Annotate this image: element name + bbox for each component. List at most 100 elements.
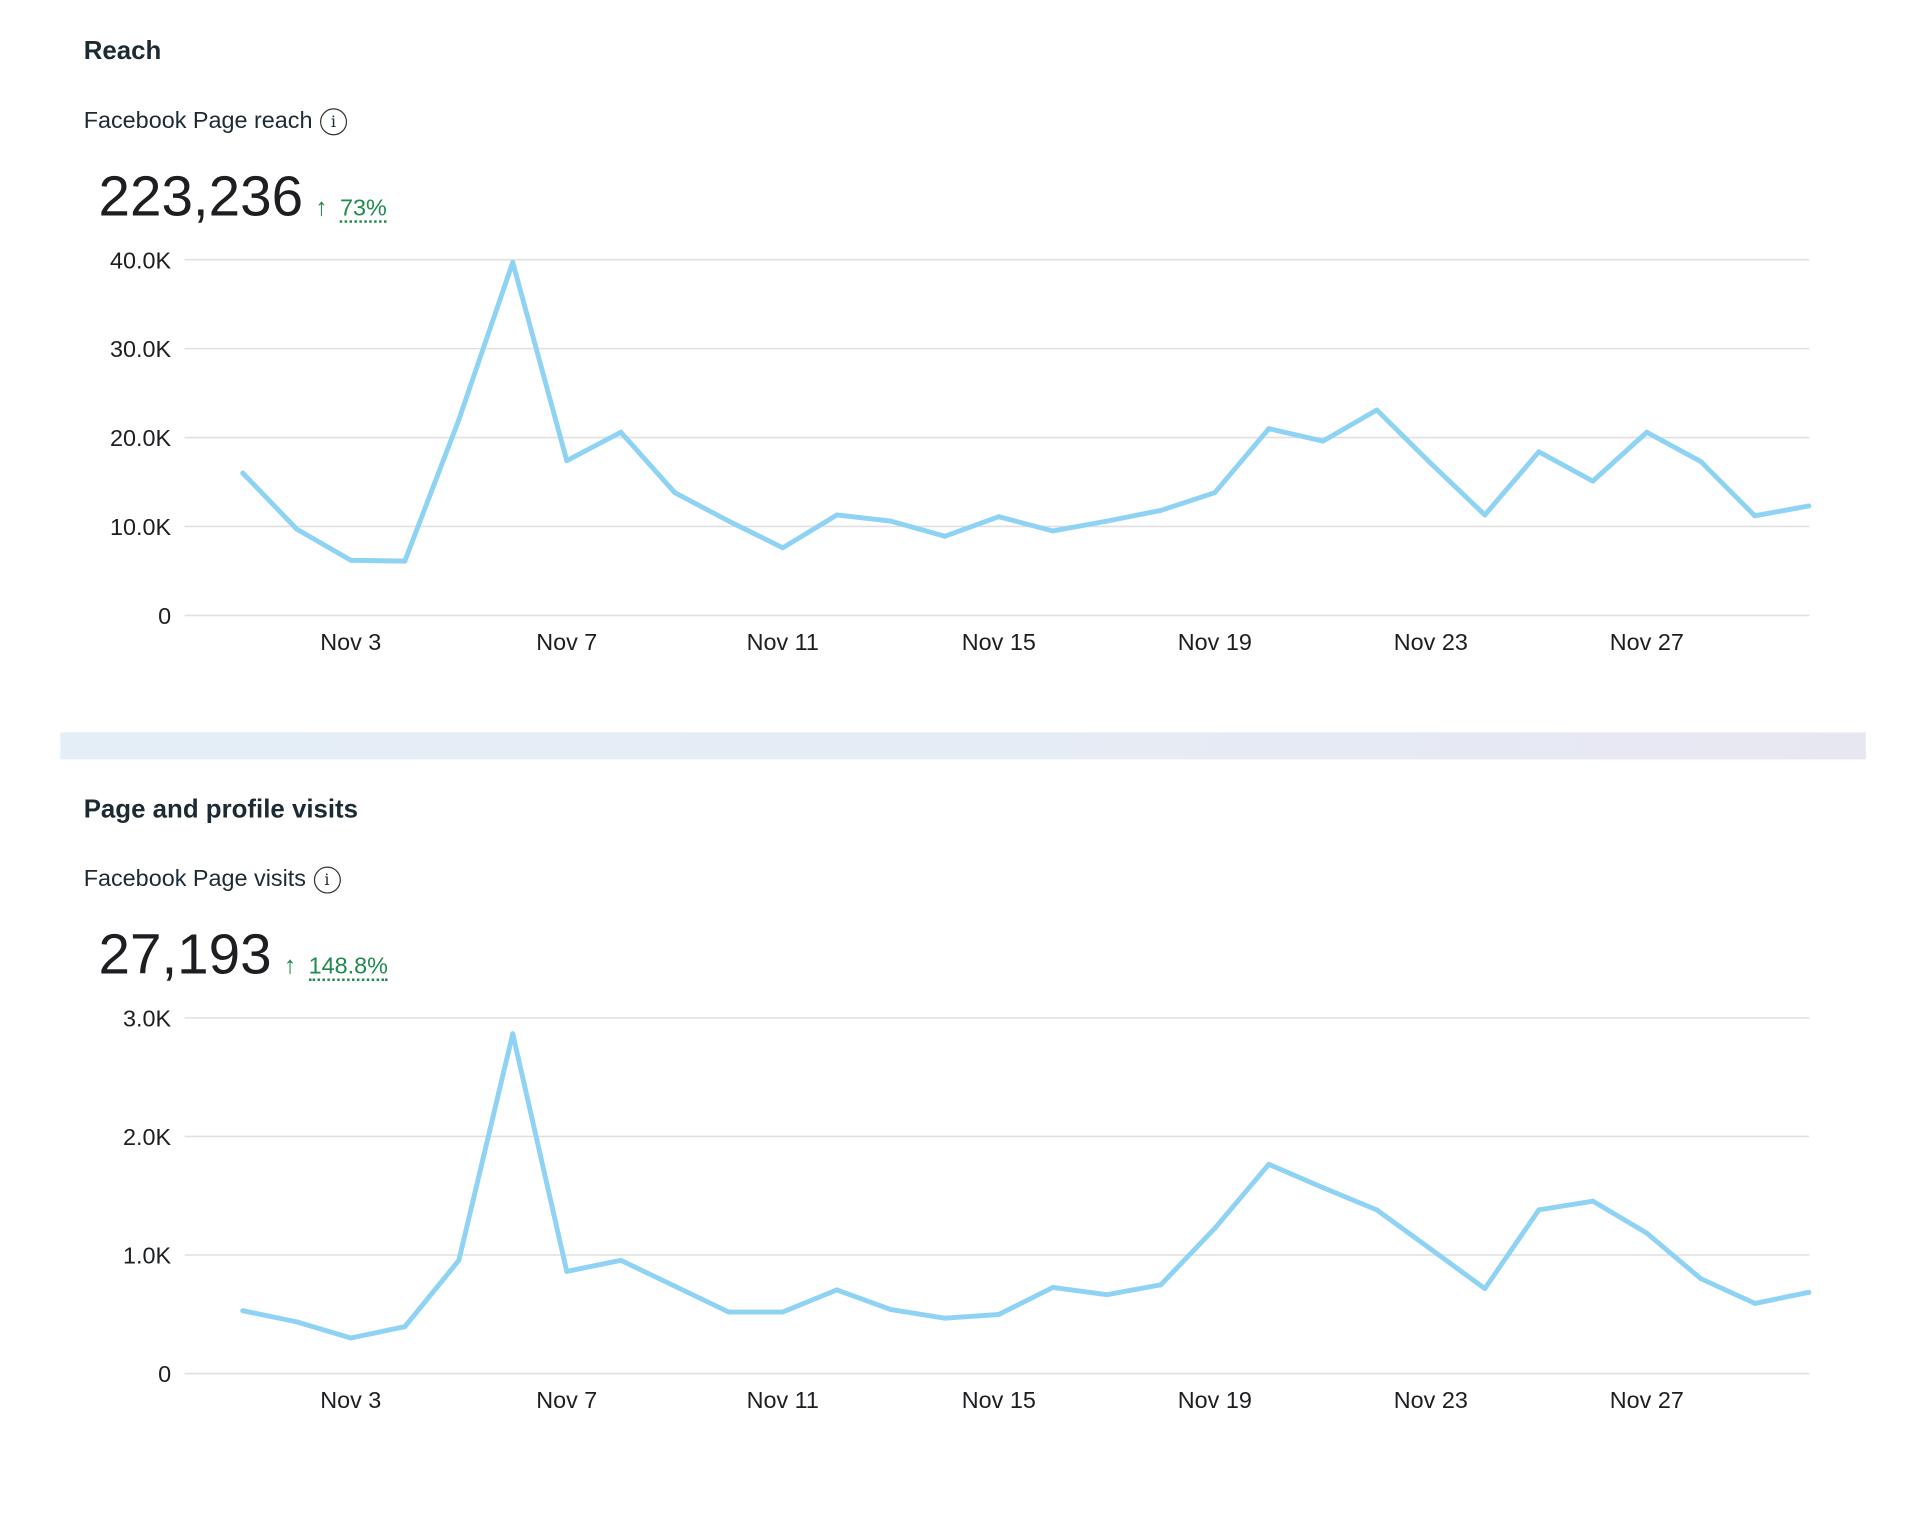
- visits-total-value: 27,193: [98, 921, 272, 986]
- data-point: [1374, 407, 1380, 413]
- data-point: [1428, 1246, 1434, 1252]
- metric-label-text: Facebook Page reach: [83, 108, 313, 135]
- data-point: [564, 458, 570, 464]
- visits-change[interactable]: 148.8%: [308, 953, 388, 981]
- data-point: [1482, 512, 1488, 518]
- reach-change[interactable]: 73%: [340, 195, 387, 223]
- reach-chart: 0 10.0K 20.0K 30.0K 40.0K Nov 3 Nov 7 Nov 11 Nov…: [110, 247, 1812, 655]
- section-title-visits: Page and profile visits: [83, 795, 359, 824]
- y-tick-label: 0: [158, 603, 171, 629]
- data-point: [942, 533, 948, 539]
- data-point: [510, 1031, 516, 1037]
- data-point: [348, 557, 354, 563]
- data-point: [726, 518, 732, 524]
- data-point: [618, 1257, 624, 1263]
- data-point: [1752, 1300, 1758, 1306]
- x-tick-label: Nov 19: [1178, 1387, 1252, 1413]
- info-icon[interactable]: i: [319, 108, 347, 136]
- x-tick-label: Nov 23: [1394, 1387, 1468, 1413]
- data-point: [996, 514, 1002, 520]
- data-point: [780, 545, 786, 551]
- data-point: [348, 1335, 354, 1341]
- section-divider: [60, 732, 1866, 760]
- data-point: [240, 470, 246, 476]
- data-point: [1482, 1286, 1488, 1292]
- arrow-up-icon: ↑: [283, 952, 297, 980]
- data-point: [564, 1268, 570, 1274]
- data-point: [726, 1309, 732, 1315]
- data-point: [294, 1319, 300, 1325]
- info-icon[interactable]: i: [313, 866, 341, 894]
- arrow-up-icon: ↑: [315, 194, 328, 222]
- data-point: [1644, 429, 1650, 435]
- x-tick-label: Nov 11: [747, 629, 819, 655]
- series-line: [240, 259, 1812, 564]
- data-point: [1698, 459, 1704, 465]
- x-tick-label: Nov 27: [1610, 629, 1684, 655]
- data-point: [1320, 1185, 1326, 1191]
- data-point: [294, 526, 300, 532]
- data-point: [888, 1307, 894, 1313]
- data-point: [1050, 1284, 1056, 1290]
- x-tick-label: Nov 15: [962, 1387, 1036, 1413]
- x-tick-label: Nov 7: [536, 1387, 597, 1413]
- data-point: [1212, 1225, 1218, 1231]
- x-tick-label: Nov 7: [536, 629, 597, 655]
- data-point: [1644, 1230, 1650, 1236]
- visits-total: 27,193 ↑ 148.8%: [98, 921, 388, 987]
- y-tick-label: 0: [158, 1361, 171, 1387]
- data-point: [402, 558, 408, 564]
- x-tick-label: Nov 3: [320, 1387, 381, 1413]
- data-point: [1428, 460, 1434, 466]
- y-tick-label: 2.0K: [123, 1124, 171, 1150]
- data-point: [1752, 513, 1758, 519]
- data-point: [780, 1309, 786, 1315]
- data-point: [618, 429, 624, 435]
- x-tick-label: Nov 11: [747, 1387, 819, 1413]
- data-point: [1104, 1292, 1110, 1298]
- data-point: [1698, 1276, 1704, 1282]
- data-point: [942, 1315, 948, 1321]
- y-tick-label: 3.0K: [123, 1005, 171, 1031]
- section-title-reach: Reach: [83, 36, 162, 66]
- y-tick-label: 1.0K: [123, 1243, 171, 1269]
- data-point: [240, 1308, 246, 1314]
- data-point: [1158, 1282, 1164, 1288]
- data-point: [1374, 1207, 1380, 1213]
- metric-label-visits: Facebook Page visits i: [83, 866, 341, 894]
- data-point: [834, 512, 840, 518]
- y-tick-label: 40.0K: [110, 247, 171, 273]
- data-point: [1320, 438, 1326, 444]
- series-line: [240, 1031, 1812, 1341]
- metric-label-reach: Facebook Page reach i: [83, 108, 347, 136]
- x-tick-label: Nov 23: [1394, 629, 1468, 655]
- data-point: [996, 1312, 1002, 1317]
- data-point: [834, 1287, 840, 1293]
- data-point: [1212, 490, 1218, 496]
- data-point: [1806, 503, 1812, 509]
- data-point: [1590, 1198, 1596, 1204]
- data-point: [1266, 426, 1272, 432]
- y-tick-label: 20.0K: [110, 425, 171, 451]
- data-point: [1050, 528, 1056, 534]
- data-point: [1536, 1207, 1542, 1213]
- data-point: [402, 1324, 408, 1330]
- data-point: [456, 1257, 462, 1263]
- y-tick-label: 30.0K: [110, 336, 171, 362]
- metric-label-text: Facebook Page visits: [83, 866, 306, 893]
- y-tick-label: 10.0K: [110, 514, 171, 540]
- data-point: [1536, 449, 1542, 455]
- data-point: [1806, 1289, 1812, 1295]
- reach-total-value: 223,236: [98, 163, 304, 228]
- data-point: [672, 490, 678, 496]
- data-point: [1104, 518, 1110, 524]
- data-point: [672, 1283, 678, 1289]
- x-tick-label: Nov 27: [1610, 1387, 1684, 1413]
- data-point: [1158, 508, 1164, 513]
- data-point: [1590, 478, 1596, 484]
- data-point: [1266, 1161, 1272, 1167]
- x-tick-label: Nov 15: [962, 629, 1036, 655]
- x-tick-label: Nov 19: [1178, 629, 1252, 655]
- reach-total: 223,236 ↑ 73%: [98, 162, 387, 228]
